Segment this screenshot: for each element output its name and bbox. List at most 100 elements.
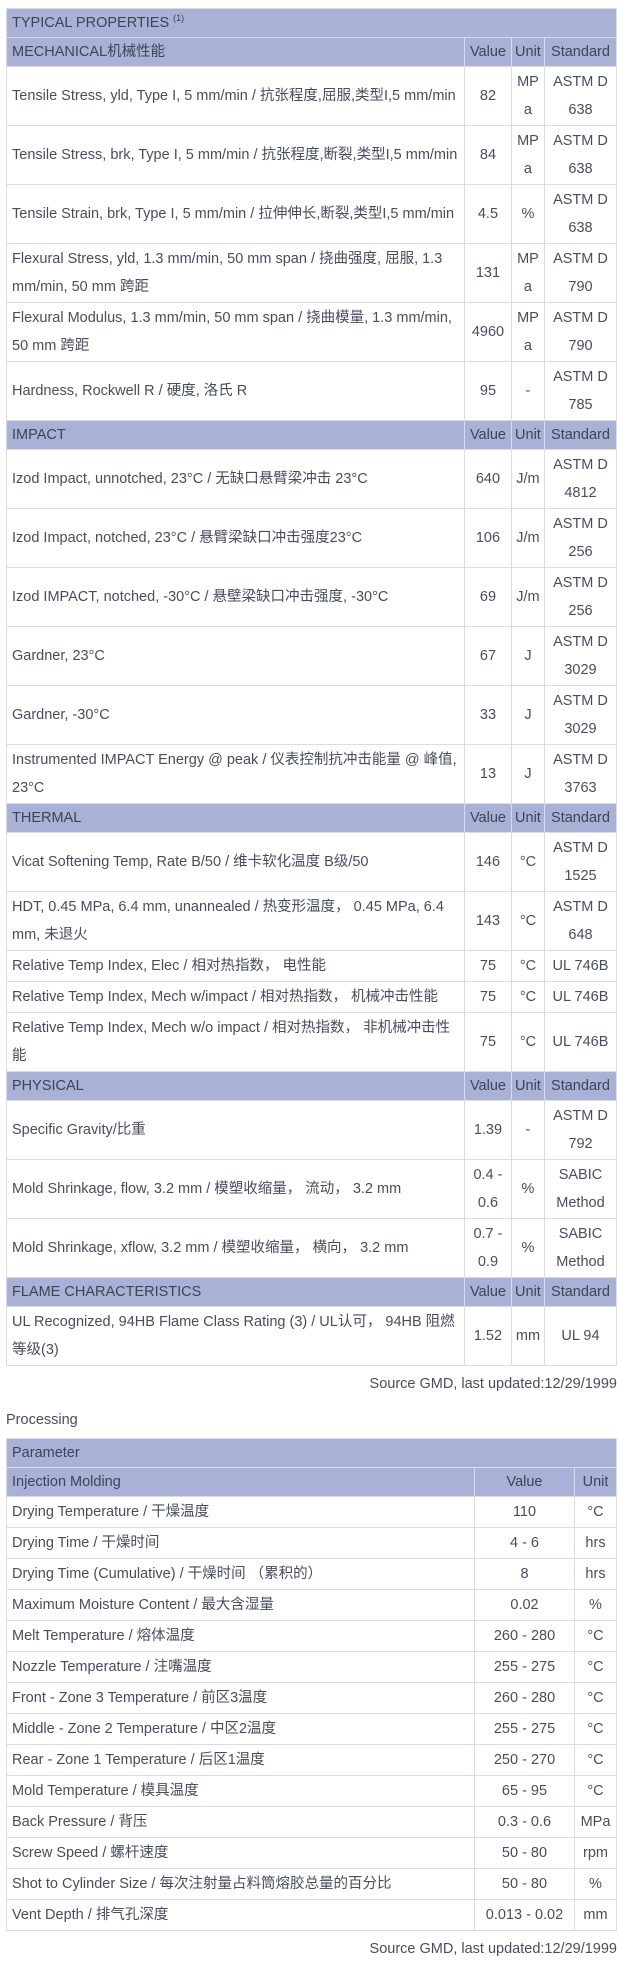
unit-cell: °C (510, 981, 545, 1013)
standard-cell: ASTM D 256 (543, 508, 618, 568)
standard-column-header: Standard (543, 1071, 618, 1101)
standard-column-header: Standard (543, 803, 618, 833)
section-header-row: IMPACT Value Unit Standard (6, 420, 618, 450)
unit-cell: °C (574, 1651, 617, 1683)
title-footnote-marker: (1) (173, 13, 185, 24)
value-cell: 0.02 (474, 1589, 575, 1621)
property-cell: Izod Impact, unnotched, 23°C / 无缺口悬臂梁冲击 … (6, 449, 465, 509)
value-cell: 8 (474, 1558, 575, 1590)
value-column-header: Value (463, 803, 512, 833)
unit-cell: °C (574, 1496, 617, 1528)
section-header-row: PHYSICAL Value Unit Standard (6, 1071, 618, 1101)
property-cell: Vicat Softening Temp, Rate B/50 / 维卡软化温度… (6, 832, 465, 892)
unit-cell: mm (510, 1306, 545, 1366)
table-title-row: TYPICAL PROPERTIES (1) (6, 8, 617, 38)
value-column-header: Value (463, 1277, 512, 1307)
table-row: Specific Gravity/比重 1.39- ASTM D 792 (6, 1100, 618, 1160)
property-cell: HDT, 0.45 MPa, 6.4 mm, unannealed / 热变形温… (6, 891, 465, 951)
property-cell: Specific Gravity/比重 (6, 1100, 465, 1160)
unit-column-header: Unit (574, 1467, 617, 1497)
value-cell: 75 (463, 950, 512, 982)
property-cell: Mold Shrinkage, xflow, 3.2 mm / 模塑收缩量， 横… (6, 1218, 465, 1278)
value-cell: 50 - 80 (474, 1837, 575, 1869)
standard-cell: ASTM D 792 (543, 1100, 618, 1160)
value-cell: 4.5 (463, 184, 512, 244)
table-row: UL Recognized, 94HB Flame Class Rating (… (6, 1306, 618, 1366)
unit-cell: rpm (574, 1837, 617, 1869)
unit-column-header: Unit (510, 803, 545, 833)
section-label: IMPACT (6, 420, 465, 450)
property-cell: Mold Shrinkage, flow, 3.2 mm / 模塑收缩量， 流动… (6, 1159, 465, 1219)
parameter-cell: Melt Temperature / 熔体温度 (6, 1620, 475, 1652)
standard-cell: ASTM D 3029 (543, 626, 618, 686)
value-cell: 1.39 (463, 1100, 512, 1160)
unit-cell: MPa (510, 243, 545, 303)
table-row: Tensile Stress, yld, Type I, 5 mm/min / … (6, 66, 618, 126)
value-cell: 146 (463, 832, 512, 892)
value-cell: 0.013 - 0.02 (474, 1899, 575, 1931)
property-cell: Gardner, -30°C (6, 685, 465, 745)
table-row: Relative Temp Index, Elec / 相对热指数， 电性能 75… (6, 950, 618, 982)
property-cell: Instrumented IMPACT Energy @ peak / 仪表控制… (6, 744, 465, 804)
unit-cell: MPa (574, 1806, 617, 1838)
value-cell: 13 (463, 744, 512, 804)
standard-cell: ASTM D 4812 (543, 449, 618, 509)
value-cell: 65 - 95 (474, 1775, 575, 1807)
injection-molding-header-row: Injection Molding Value Unit (6, 1467, 617, 1497)
table-row: Rear - Zone 1 Temperature / 后区1温度 250 - 2… (6, 1744, 617, 1776)
standard-cell: ASTM D 790 (543, 243, 618, 303)
unit-cell: hrs (574, 1558, 617, 1590)
unit-cell: MPa (510, 302, 545, 362)
parameter-cell: Screw Speed / 螺杆速度 (6, 1837, 475, 1869)
unit-cell: °C (510, 891, 545, 951)
standard-cell: SABIC Method (543, 1218, 618, 1278)
value-cell: 260 - 280 (474, 1682, 575, 1714)
standard-column-header: Standard (543, 420, 618, 450)
table-row: Melt Temperature / 熔体温度 260 - 280 °C (6, 1620, 617, 1652)
standard-cell: UL 746B (543, 981, 618, 1013)
parameter-cell: Front - Zone 3 Temperature / 前区3温度 (6, 1682, 475, 1714)
section-label: MECHANICAL机械性能 (6, 37, 465, 67)
value-cell: 640 (463, 449, 512, 509)
processing-table: Parameter Injection Molding Value Unit D… (6, 1438, 617, 1931)
table-row: Maximum Moisture Content / 最大含湿量 0.02% (6, 1589, 617, 1621)
parameter-header: Parameter (6, 1438, 617, 1468)
table-row: Tensile Stress, brk, Type I, 5 mm/min / … (6, 125, 618, 185)
standard-cell: UL 746B (543, 1012, 618, 1072)
value-column-header: Value (463, 420, 512, 450)
value-cell: 0.4 - 0.6 (463, 1159, 512, 1219)
unit-cell: °C (574, 1775, 617, 1807)
unit-cell: mm (574, 1899, 617, 1931)
table-row: Middle - Zone 2 Temperature / 中区2温度 255 -… (6, 1713, 617, 1745)
unit-cell: °C (574, 1682, 617, 1714)
section-label: FLAME CHARACTERISTICS (6, 1277, 465, 1307)
standard-cell: UL 94 (543, 1306, 618, 1366)
standard-cell: SABIC Method (543, 1159, 618, 1219)
section-header-row: MECHANICAL机械性能 Value Unit Standard (6, 37, 618, 67)
property-cell: UL Recognized, 94HB Flame Class Rating (… (6, 1306, 465, 1366)
standard-cell: ASTM D 3029 (543, 685, 618, 745)
value-cell: 250 - 270 (474, 1744, 575, 1776)
unit-cell: °C (574, 1620, 617, 1652)
standard-cell: ASTM D 648 (543, 891, 618, 951)
property-cell: Relative Temp Index, Mech w/impact / 相对热… (6, 981, 465, 1013)
value-cell: 75 (463, 981, 512, 1013)
value-cell: 95 (463, 361, 512, 421)
unit-column-header: Unit (510, 1071, 545, 1101)
table-row: Relative Temp Index, Mech w/impact / 相对热… (6, 981, 618, 1013)
table-row: Gardner, -30°C 33 J ASTM D 3029 (6, 685, 618, 745)
parameter-cell: Vent Depth / 排气孔深度 (6, 1899, 475, 1931)
unit-cell: % (510, 1218, 545, 1278)
unit-cell: J/m (510, 567, 545, 627)
parameter-cell: Maximum Moisture Content / 最大含湿量 (6, 1589, 475, 1621)
value-cell: 106 (463, 508, 512, 568)
table-title: TYPICAL PROPERTIES (1) (6, 8, 617, 38)
parameter-cell: Rear - Zone 1 Temperature / 后区1温度 (6, 1744, 475, 1776)
unit-cell: MPa (510, 66, 545, 126)
property-cell: Izod Impact, notched, 23°C / 悬臂梁缺口冲击强度23… (6, 508, 465, 568)
property-cell: Tensile Stress, yld, Type I, 5 mm/min / … (6, 66, 465, 126)
property-cell: Tensile Stress, brk, Type I, 5 mm/min / … (6, 125, 465, 185)
table-row: Vicat Softening Temp, Rate B/50 / 维卡软化温度… (6, 832, 618, 892)
table-row: Back Pressure / 背压 0.3 - 0.6 MPa (6, 1806, 617, 1838)
property-cell: Relative Temp Index, Mech w/o impact / 相… (6, 1012, 465, 1072)
